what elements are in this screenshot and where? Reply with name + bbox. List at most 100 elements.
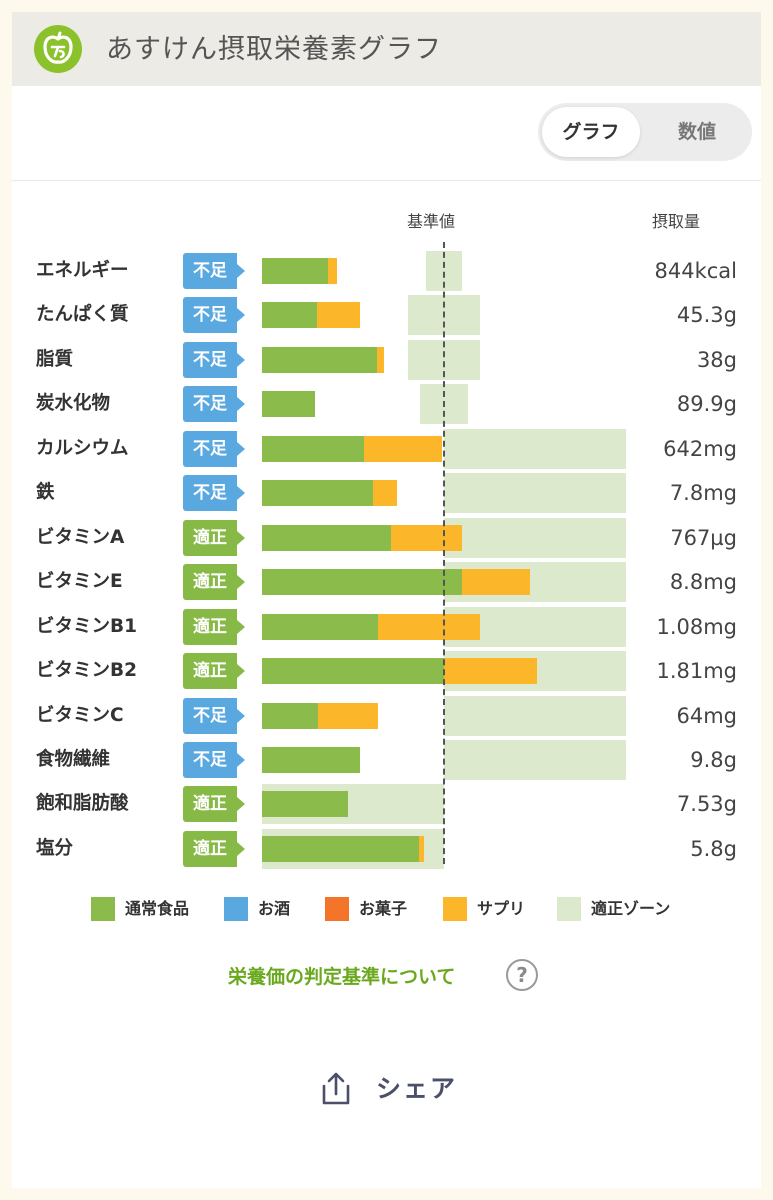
nutrient-name: 脂質 — [36, 348, 74, 370]
supplement-intake-bar — [391, 524, 463, 551]
status-badge: 不足 — [183, 475, 245, 512]
nutrient-name: 食物繊維 — [36, 748, 111, 770]
legend-swatch — [557, 897, 581, 921]
appropriate-zone — [444, 428, 626, 469]
nutrient-name: ビタミンE — [36, 571, 123, 593]
legend-swatch — [325, 897, 349, 921]
status-badge: 不足 — [183, 341, 245, 378]
legend-swatch — [91, 897, 115, 921]
appropriate-zone — [444, 517, 626, 558]
food-intake-bar — [262, 658, 444, 685]
status-badge: 適正 — [183, 564, 245, 601]
nutrient-row: 炭水化物 不足 89.9g — [12, 382, 761, 426]
food-intake-bar — [262, 302, 317, 329]
criteria-link[interactable]: 栄養価の判定基準について — [228, 966, 456, 988]
standard-reference-line — [443, 242, 445, 864]
intake-value: 844kcal — [654, 259, 738, 283]
food-intake-bar — [262, 746, 361, 773]
app-title: あすけん摂取栄養素グラフ — [106, 34, 442, 65]
status-badge: 不足 — [183, 430, 245, 467]
intake-value: 1.08mg — [656, 614, 737, 639]
legend-swatch — [224, 897, 248, 921]
legend-label: サプリ — [477, 899, 526, 918]
share-upload-icon[interactable] — [318, 1070, 354, 1112]
nutrient-row: 食物繊維 不足 9.8g — [12, 738, 761, 782]
nutrient-name: たんぱく質 — [36, 304, 129, 326]
nutrient-row: エネルギー 不足 844kcal — [12, 249, 761, 293]
intake-value: 642mg — [663, 436, 737, 461]
nutrient-graph-panel: あすけん摂取栄養素グラフ グラフ 数値 基準値 摂取量 エネルギー 不足 844kc… — [12, 12, 761, 1188]
food-intake-bar — [262, 613, 379, 640]
supplement-intake-bar — [318, 702, 379, 729]
supplement-intake-bar — [376, 346, 384, 373]
legend-label: 通常食品 — [125, 899, 190, 918]
food-intake-bar — [262, 258, 328, 284]
nutrient-row: ビタミンE 適正 8.8mg — [12, 560, 761, 604]
status-badge: 不足 — [183, 386, 245, 423]
nutrient-row: ビタミンA 適正 767µg — [12, 516, 761, 560]
standard-column-header: 基準値 — [407, 212, 456, 231]
supplement-intake-bar — [363, 435, 443, 462]
supplement-intake-bar — [462, 569, 530, 596]
supplement-intake-bar — [373, 480, 397, 507]
nutrient-name: 鉄 — [36, 482, 55, 504]
status-badge: 適正 — [183, 830, 245, 867]
intake-value: 64mg — [676, 703, 737, 728]
intake-value: 89.9g — [676, 392, 737, 417]
legend-label: お菓子 — [359, 899, 408, 918]
appropriate-zone — [444, 739, 626, 780]
food-intake-bar — [262, 702, 319, 729]
share-button[interactable]: シェア — [376, 1074, 458, 1103]
appropriate-zone — [444, 695, 626, 736]
nutrient-row: ビタミンB2 適正 1.81mg — [12, 649, 761, 693]
supplement-intake-bar — [327, 258, 337, 284]
nutrient-name: 飽和脂肪酸 — [36, 793, 129, 815]
intake-value: 5.8g — [690, 836, 737, 861]
nutrient-row: たんぱく質 不足 45.3g — [12, 293, 761, 337]
status-badge: 適正 — [183, 519, 245, 556]
food-intake-bar — [262, 569, 463, 596]
status-badge: 不足 — [183, 297, 245, 334]
nutrient-row: 鉄 不足 7.8mg — [12, 471, 761, 515]
toggle-graph-button[interactable]: グラフ — [542, 107, 640, 157]
nutrient-name: ビタミンC — [36, 704, 124, 726]
nutrient-row: ビタミンC 不足 64mg — [12, 694, 761, 738]
intake-value: 38g — [696, 347, 737, 372]
status-badge: 不足 — [183, 253, 245, 289]
nutrient-name: ビタミンA — [36, 526, 125, 548]
legend-label: お酒 — [258, 899, 291, 918]
intake-value: 767µg — [670, 525, 737, 550]
nutrient-row: 飽和脂肪酸 適正 7.53g — [12, 782, 761, 826]
intake-column-header: 摂取量 — [652, 212, 701, 231]
legend-label: 適正ゾーン — [591, 899, 671, 918]
intake-value: 1.81mg — [656, 659, 737, 684]
divider — [12, 180, 761, 181]
view-toggle: グラフ 数値 — [538, 103, 752, 161]
food-intake-bar — [262, 391, 315, 418]
nutrient-name: ビタミンB1 — [36, 615, 137, 637]
supplement-intake-bar — [316, 302, 361, 329]
status-badge: 不足 — [183, 697, 245, 734]
intake-value: 9.8g — [690, 747, 737, 772]
food-intake-bar — [262, 524, 392, 551]
supplement-intake-bar — [418, 835, 424, 862]
header: あすけん摂取栄養素グラフ — [12, 12, 761, 86]
legend: 通常食品 お酒 お菓子 サプリ 適正ゾーン — [12, 894, 761, 924]
food-intake-bar — [262, 791, 348, 818]
intake-value: 45.3g — [676, 303, 737, 328]
nutrient-row: 塩分 適正 5.8g — [12, 827, 761, 871]
nutrient-name: 塩分 — [36, 837, 74, 859]
nutrient-name: カルシウム — [36, 437, 129, 459]
help-icon[interactable]: ? — [506, 959, 538, 991]
status-badge: 適正 — [183, 786, 245, 823]
food-intake-bar — [262, 435, 364, 462]
nutrient-row: ビタミンB1 適正 1.08mg — [12, 605, 761, 649]
status-badge: 適正 — [183, 653, 245, 690]
nutrient-row: カルシウム 不足 642mg — [12, 427, 761, 471]
intake-value: 7.53g — [676, 792, 737, 817]
status-badge: 不足 — [183, 741, 245, 778]
toggle-values-button[interactable]: 数値 — [677, 121, 716, 143]
appropriate-zone — [444, 473, 626, 514]
nutrient-name: エネルギー — [36, 260, 129, 281]
intake-value: 8.8mg — [669, 570, 737, 595]
